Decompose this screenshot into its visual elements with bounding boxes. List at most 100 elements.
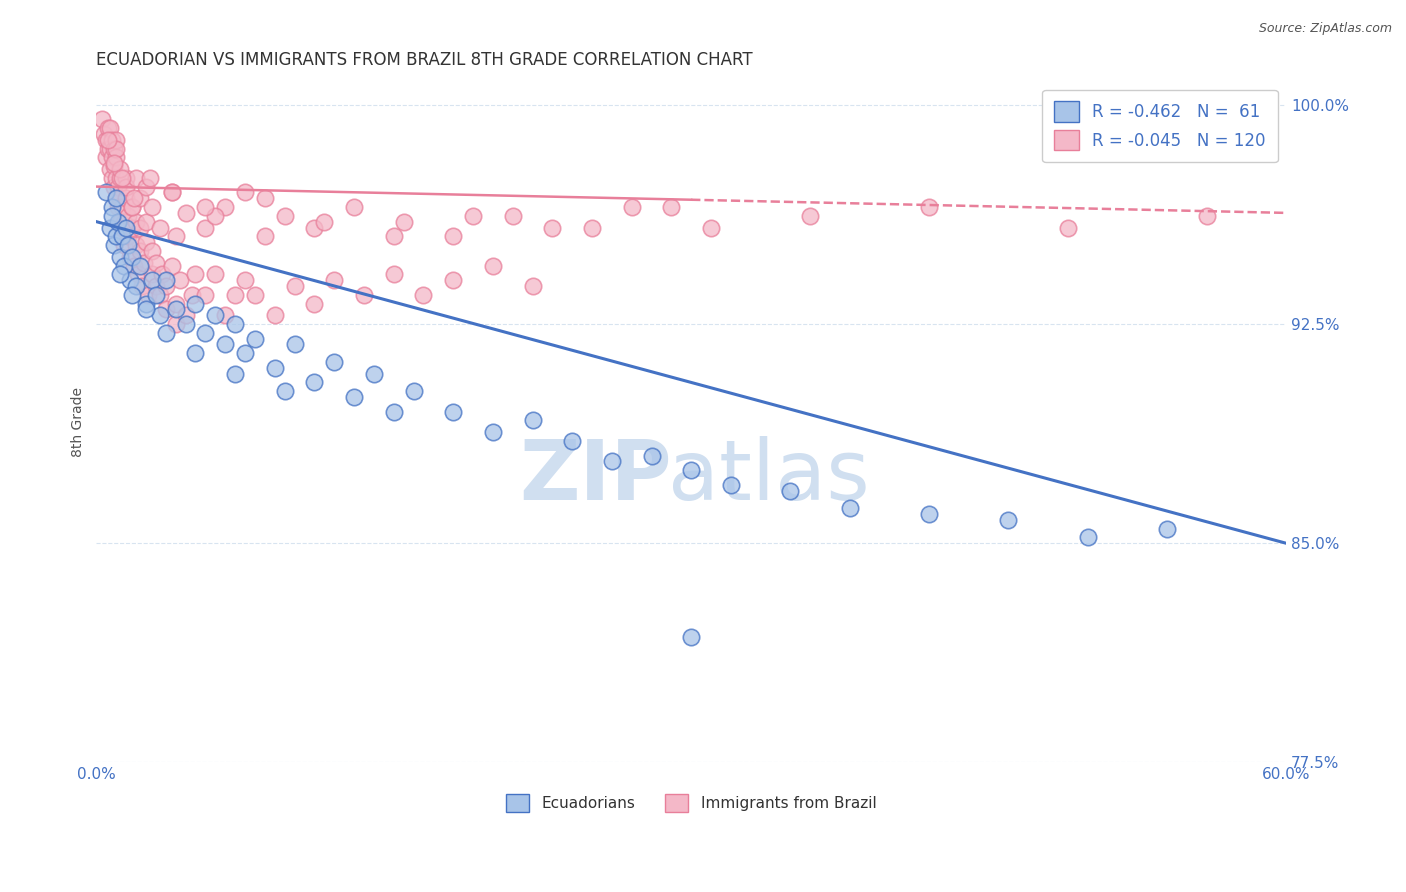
Text: atlas: atlas bbox=[668, 436, 869, 516]
Point bbox=[111, 229, 134, 244]
Point bbox=[204, 209, 226, 223]
Point bbox=[105, 142, 128, 156]
Point bbox=[141, 200, 163, 214]
Point bbox=[101, 170, 124, 185]
Point bbox=[1156, 522, 1178, 536]
Point bbox=[233, 186, 256, 200]
Point bbox=[107, 214, 129, 228]
Point bbox=[111, 200, 134, 214]
Point bbox=[141, 244, 163, 258]
Point bbox=[129, 220, 152, 235]
Point bbox=[194, 200, 217, 214]
Point bbox=[541, 220, 564, 235]
Point bbox=[353, 287, 375, 301]
Point bbox=[117, 229, 139, 244]
Point bbox=[243, 332, 266, 346]
Point bbox=[1057, 220, 1080, 235]
Point bbox=[233, 273, 256, 287]
Point bbox=[101, 150, 124, 164]
Point bbox=[1077, 530, 1099, 544]
Point bbox=[799, 209, 821, 223]
Point bbox=[169, 273, 191, 287]
Point bbox=[214, 308, 236, 322]
Point bbox=[105, 150, 128, 164]
Point bbox=[253, 191, 276, 205]
Point bbox=[392, 214, 415, 228]
Point bbox=[174, 317, 197, 331]
Point bbox=[145, 279, 167, 293]
Point bbox=[323, 273, 346, 287]
Point bbox=[121, 287, 143, 301]
Text: Source: ZipAtlas.com: Source: ZipAtlas.com bbox=[1258, 22, 1392, 36]
Point bbox=[184, 346, 207, 360]
Point bbox=[108, 162, 131, 177]
Point bbox=[122, 191, 145, 205]
Point bbox=[441, 405, 464, 419]
Point bbox=[681, 630, 703, 644]
Text: ECUADORIAN VS IMMIGRANTS FROM BRAZIL 8TH GRADE CORRELATION CHART: ECUADORIAN VS IMMIGRANTS FROM BRAZIL 8TH… bbox=[97, 51, 754, 69]
Point bbox=[700, 220, 723, 235]
Point bbox=[160, 186, 183, 200]
Point bbox=[108, 267, 131, 281]
Point bbox=[131, 279, 153, 293]
Point bbox=[120, 250, 142, 264]
Point bbox=[105, 170, 128, 185]
Point bbox=[155, 326, 177, 340]
Point bbox=[263, 360, 285, 375]
Point bbox=[111, 170, 134, 185]
Point bbox=[273, 384, 295, 399]
Point bbox=[174, 308, 197, 322]
Point bbox=[224, 287, 246, 301]
Point bbox=[314, 214, 336, 228]
Point bbox=[779, 483, 801, 498]
Point bbox=[105, 133, 128, 147]
Point bbox=[681, 463, 703, 477]
Point bbox=[502, 209, 524, 223]
Point bbox=[165, 302, 187, 317]
Point bbox=[363, 367, 385, 381]
Point bbox=[461, 209, 484, 223]
Point bbox=[103, 142, 125, 156]
Point bbox=[204, 308, 226, 322]
Point bbox=[382, 267, 405, 281]
Point bbox=[160, 186, 183, 200]
Point bbox=[918, 200, 941, 214]
Point bbox=[112, 238, 135, 252]
Point bbox=[112, 259, 135, 273]
Point bbox=[997, 513, 1019, 527]
Point bbox=[620, 200, 643, 214]
Point bbox=[174, 206, 197, 220]
Point bbox=[382, 229, 405, 244]
Point bbox=[121, 250, 143, 264]
Point bbox=[103, 179, 125, 194]
Point bbox=[117, 209, 139, 223]
Point bbox=[720, 477, 742, 491]
Point bbox=[165, 317, 187, 331]
Point bbox=[402, 384, 425, 399]
Point bbox=[115, 220, 138, 235]
Point bbox=[165, 296, 187, 310]
Point bbox=[121, 200, 143, 214]
Point bbox=[93, 127, 115, 141]
Point bbox=[165, 229, 187, 244]
Point bbox=[441, 229, 464, 244]
Point bbox=[180, 287, 202, 301]
Point bbox=[98, 121, 121, 136]
Point bbox=[107, 179, 129, 194]
Point bbox=[441, 273, 464, 287]
Point bbox=[214, 200, 236, 214]
Point bbox=[155, 279, 177, 293]
Point bbox=[204, 267, 226, 281]
Point bbox=[640, 449, 662, 463]
Point bbox=[149, 308, 172, 322]
Point bbox=[121, 200, 143, 214]
Point bbox=[284, 337, 307, 351]
Point bbox=[96, 186, 118, 200]
Point bbox=[522, 413, 544, 427]
Text: ZIP: ZIP bbox=[520, 436, 672, 516]
Point bbox=[107, 200, 129, 214]
Point bbox=[139, 170, 162, 185]
Point bbox=[150, 267, 173, 281]
Point bbox=[115, 170, 138, 185]
Point bbox=[304, 376, 326, 390]
